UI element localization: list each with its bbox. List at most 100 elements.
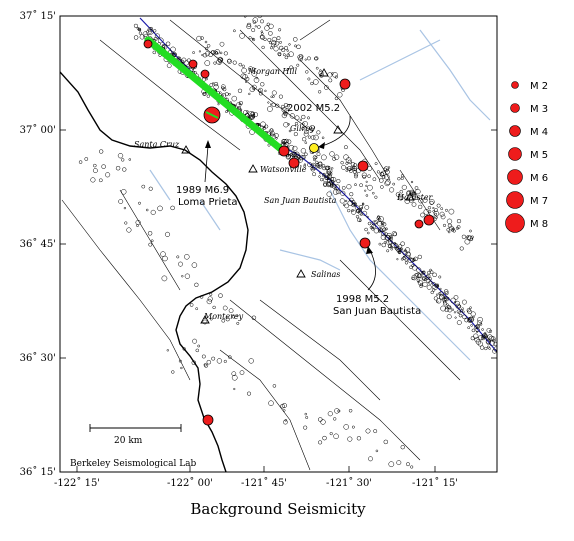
background-quake: [322, 177, 329, 183]
background-quake: [182, 347, 186, 351]
background-quake: [284, 107, 290, 113]
background-quake: [481, 333, 486, 339]
background-quake: [387, 166, 391, 169]
legend-label: M 5: [530, 150, 548, 161]
background-quake: [317, 165, 321, 169]
background-quake: [347, 166, 353, 172]
background-quake: [387, 244, 392, 248]
background-quake: [278, 45, 284, 51]
background-quake: [219, 51, 223, 55]
background-quake: [310, 127, 315, 132]
background-quake: [454, 316, 457, 319]
background-quake: [488, 347, 491, 350]
background-quake: [420, 212, 425, 218]
background-quake: [248, 36, 252, 40]
background-quake: [310, 167, 314, 171]
loma-prieta-rupture: [144, 36, 286, 154]
background-quake: [458, 313, 463, 318]
background-quake: [272, 384, 277, 388]
background-quake: [345, 169, 349, 172]
background-quake: [361, 172, 368, 178]
background-quake: [493, 341, 497, 347]
background-quake: [428, 210, 432, 214]
background-quake: [194, 282, 199, 287]
background-quake: [136, 224, 139, 227]
background-quake: [485, 336, 488, 339]
background-quake: [257, 16, 263, 19]
background-quake: [302, 137, 307, 142]
background-quake: [252, 87, 256, 91]
background-quake: [288, 144, 295, 151]
background-quake: [318, 417, 323, 422]
background-quake: [176, 56, 181, 60]
background-quake: [354, 172, 359, 177]
background-quake: [281, 402, 287, 409]
background-quake: [207, 296, 213, 302]
lat-tick-label: 36˚ 15': [20, 466, 56, 478]
background-quake: [351, 203, 356, 208]
background-quake: [249, 114, 255, 120]
background-quake: [444, 291, 449, 296]
background-quake: [165, 41, 171, 47]
background-quake: [148, 242, 153, 247]
background-quake: [379, 178, 384, 183]
background-quake: [445, 208, 448, 212]
background-quake: [299, 118, 303, 122]
quake-marker: [143, 39, 153, 49]
background-quake: [273, 46, 279, 52]
legend-symbol: [509, 125, 521, 137]
background-quake: [391, 231, 397, 237]
background-quake: [227, 58, 232, 63]
background-quake: [124, 221, 128, 225]
background-quake: [435, 216, 438, 219]
background-quake: [444, 296, 450, 302]
background-quake: [272, 95, 275, 98]
background-quake: [470, 324, 473, 327]
background-quake: [367, 174, 371, 178]
background-quake: [392, 182, 396, 186]
background-quake: [336, 179, 341, 184]
background-quake: [475, 324, 480, 329]
background-quake: [347, 159, 352, 164]
background-quake: [304, 152, 308, 157]
background-quake: [278, 94, 283, 99]
background-quake: [422, 270, 426, 274]
background-quake: [329, 151, 335, 157]
background-quake: [442, 300, 447, 304]
background-quake: [378, 216, 384, 222]
background-quake: [288, 129, 292, 133]
lat-tick-label: 37˚ 15': [20, 10, 56, 22]
background-quake: [313, 158, 316, 162]
background-quake: [149, 26, 153, 31]
background-quake: [354, 202, 357, 205]
background-quake: [373, 220, 378, 225]
background-quake: [454, 300, 461, 307]
background-quake: [434, 284, 439, 289]
background-quake: [269, 46, 273, 50]
significant-quakes: [143, 39, 435, 426]
background-quake: [446, 314, 452, 320]
background-quake: [421, 270, 424, 274]
background-quake: [409, 189, 415, 195]
background-quake: [191, 360, 197, 365]
background-quake: [397, 177, 401, 181]
background-quake: [455, 226, 459, 230]
background-quake: [228, 92, 231, 96]
background-quake: [150, 209, 156, 215]
quake-marker: [339, 78, 351, 90]
background-quake: [93, 163, 97, 168]
quake-label-1989-line1: 1989 M6.9: [176, 185, 229, 196]
background-quake: [257, 123, 261, 126]
background-quake: [133, 35, 139, 40]
background-quake: [419, 284, 423, 288]
background-quake: [411, 274, 418, 281]
background-quake: [260, 19, 264, 24]
background-quake: [122, 167, 127, 172]
background-quake: [213, 50, 218, 55]
background-quake: [484, 346, 488, 351]
figure-title: Background Seismicity: [190, 500, 366, 518]
background-quake: [313, 134, 319, 141]
background-quake: [430, 290, 434, 295]
background-quake: [428, 277, 432, 281]
background-quake: [365, 180, 368, 183]
